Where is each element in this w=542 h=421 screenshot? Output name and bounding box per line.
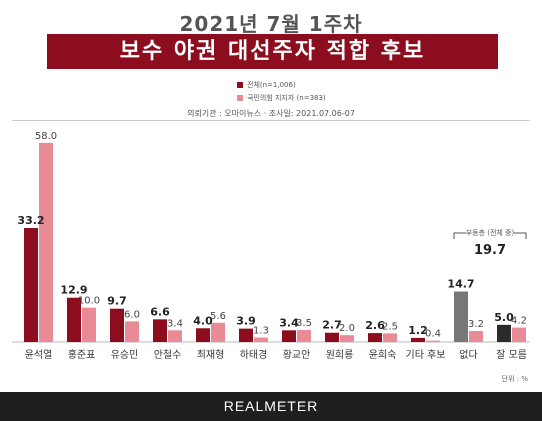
bar-overall-5 <box>239 328 253 342</box>
bar-overall-8 <box>368 333 382 342</box>
unit-label: 단위 : % <box>501 375 528 383</box>
legend-label-overall: 전체(n=1,006) <box>247 81 296 89</box>
bar-chart: 33.258.0윤석열12.910.0홍준표9.76.0유승민6.63.4안철수… <box>12 131 530 361</box>
data-label-overall-1: 12.9 <box>60 284 87 297</box>
data-label-overall-10: 14.7 <box>447 278 474 291</box>
bar-ppp-2 <box>125 321 139 342</box>
category-label-6: 황교안 <box>283 349 311 361</box>
data-label-overall-5: 3.9 <box>236 315 256 328</box>
data-label-overall-2: 9.7 <box>107 295 127 308</box>
annotation-value: 19.7 <box>474 243 506 258</box>
data-label-ppp-5: 1.3 <box>253 326 269 337</box>
bar-ppp-7 <box>340 335 354 342</box>
footer-logo: REALMETER <box>0 392 542 421</box>
data-label-overall-11: 5.0 <box>494 311 514 324</box>
category-label-2: 유승민 <box>111 349 139 361</box>
bar-overall-10 <box>454 291 468 342</box>
category-label-10: 없다 <box>459 348 477 361</box>
data-label-ppp-3: 3.4 <box>167 318 183 329</box>
bar-ppp-1 <box>82 307 96 342</box>
annotation-label: 부동층 (전체 중) <box>466 228 515 237</box>
bar-overall-1 <box>67 297 81 342</box>
data-label-overall-8: 2.6 <box>365 319 385 332</box>
bar-ppp-11 <box>512 327 526 342</box>
bar-ppp-3 <box>168 330 182 342</box>
legend-swatch-overall <box>237 82 243 88</box>
category-label-1: 홍준표 <box>68 348 96 361</box>
bar-ppp-10 <box>469 331 483 342</box>
divider <box>12 120 530 121</box>
legend-item-overall: 전체(n=1,006) <box>237 79 326 92</box>
bar-overall-2 <box>110 308 124 342</box>
bar-overall-11 <box>497 324 511 342</box>
category-label-8: 윤희숙 <box>369 349 397 361</box>
annotation-label-bg <box>466 228 514 237</box>
source-line: 의뢰기관 : 오마이뉴스 · 조사일: 2021.07.06-07 <box>187 109 355 118</box>
bar-overall-3 <box>153 319 167 342</box>
bar-overall-9 <box>411 337 425 342</box>
chart-title: 보수 야권 대선주자 적합 후보 <box>47 34 498 69</box>
bar-ppp-0 <box>39 142 53 342</box>
data-label-ppp-10: 3.2 <box>468 319 484 330</box>
category-label-11: 잘 모름 <box>496 349 527 361</box>
category-label-5: 하태경 <box>240 348 268 361</box>
data-label-overall-7: 2.7 <box>322 319 342 332</box>
data-label-ppp-4: 5.6 <box>210 311 226 322</box>
data-label-ppp-6: 3.5 <box>296 318 312 329</box>
legend-label-ppp: 국민의힘 지지자 (n=383) <box>247 94 326 102</box>
legend: 전체(n=1,006) 국민의힘 지지자 (n=383) <box>237 79 326 105</box>
legend-item-ppp: 국민의힘 지지자 (n=383) <box>237 92 326 105</box>
data-label-overall-4: 4.0 <box>193 314 213 327</box>
category-label-0: 윤석열 <box>25 349 53 361</box>
bar-ppp-8 <box>383 333 397 342</box>
data-label-ppp-11: 4.2 <box>511 316 527 327</box>
data-label-ppp-8: 2.5 <box>382 321 398 332</box>
legend-swatch-ppp <box>237 95 243 101</box>
data-label-overall-9: 1.2 <box>408 324 428 337</box>
bar-overall-6 <box>282 330 296 342</box>
category-label-4: 최재형 <box>197 349 225 361</box>
category-label-3: 안철수 <box>154 349 182 361</box>
data-label-ppp-0: 58.0 <box>35 131 57 142</box>
bar-ppp-6 <box>297 329 311 342</box>
data-label-ppp-1: 10.0 <box>78 296 100 307</box>
category-label-7: 원희룡 <box>326 349 354 361</box>
bar-ppp-5 <box>254 337 268 342</box>
data-label-ppp-7: 2.0 <box>339 323 355 334</box>
bar-overall-7 <box>325 332 339 342</box>
data-label-ppp-2: 6.0 <box>124 309 140 320</box>
data-label-overall-3: 6.6 <box>150 305 170 318</box>
bar-overall-0 <box>24 228 38 342</box>
category-label-9: 기타 후보 <box>406 349 446 361</box>
chart-subtitle: 2021년 7월 1주차 <box>179 12 363 36</box>
data-label-ppp-9: 0.4 <box>425 329 441 340</box>
bar-overall-4 <box>196 328 210 342</box>
bar-ppp-4 <box>211 322 225 342</box>
data-label-overall-6: 3.4 <box>279 316 299 329</box>
data-label-overall-0: 33.2 <box>17 214 44 227</box>
bar-ppp-9 <box>426 340 440 342</box>
